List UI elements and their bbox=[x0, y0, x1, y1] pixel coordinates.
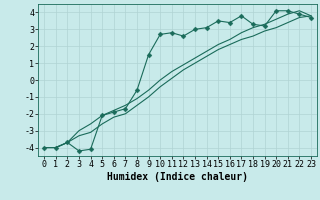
X-axis label: Humidex (Indice chaleur): Humidex (Indice chaleur) bbox=[107, 172, 248, 182]
